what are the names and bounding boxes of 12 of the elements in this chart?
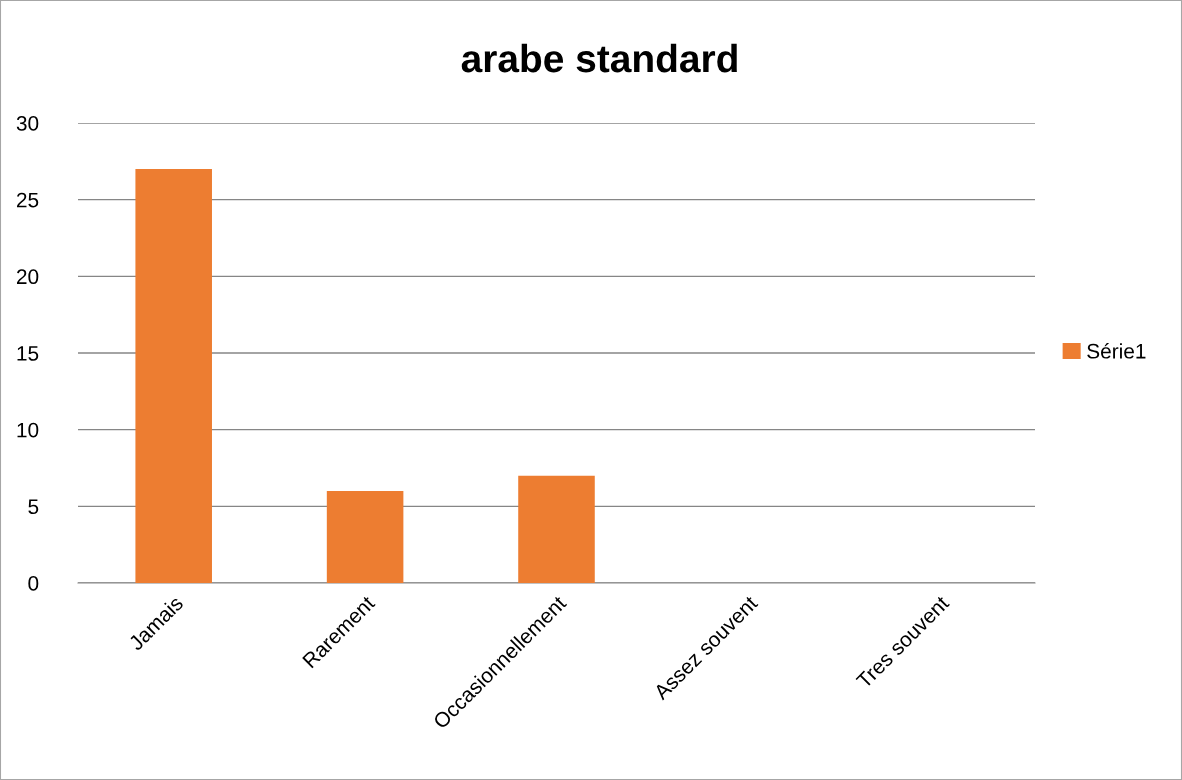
y-tick-label: 25 (16, 192, 39, 208)
bar (135, 169, 212, 583)
y-tick-label: 20 (16, 269, 39, 285)
y-tick-label: 0 (28, 576, 39, 591)
y-tick-label: 5 (28, 499, 39, 515)
y-tick-label: 30 (16, 116, 39, 131)
y-tick-label: 15 (17, 346, 39, 361)
bar (518, 475, 595, 583)
y-tick-label: 10 (17, 422, 39, 438)
bar (326, 491, 404, 583)
legend-label: Série1 (1087, 343, 1146, 359)
chart-title: arabe standard (461, 43, 737, 73)
